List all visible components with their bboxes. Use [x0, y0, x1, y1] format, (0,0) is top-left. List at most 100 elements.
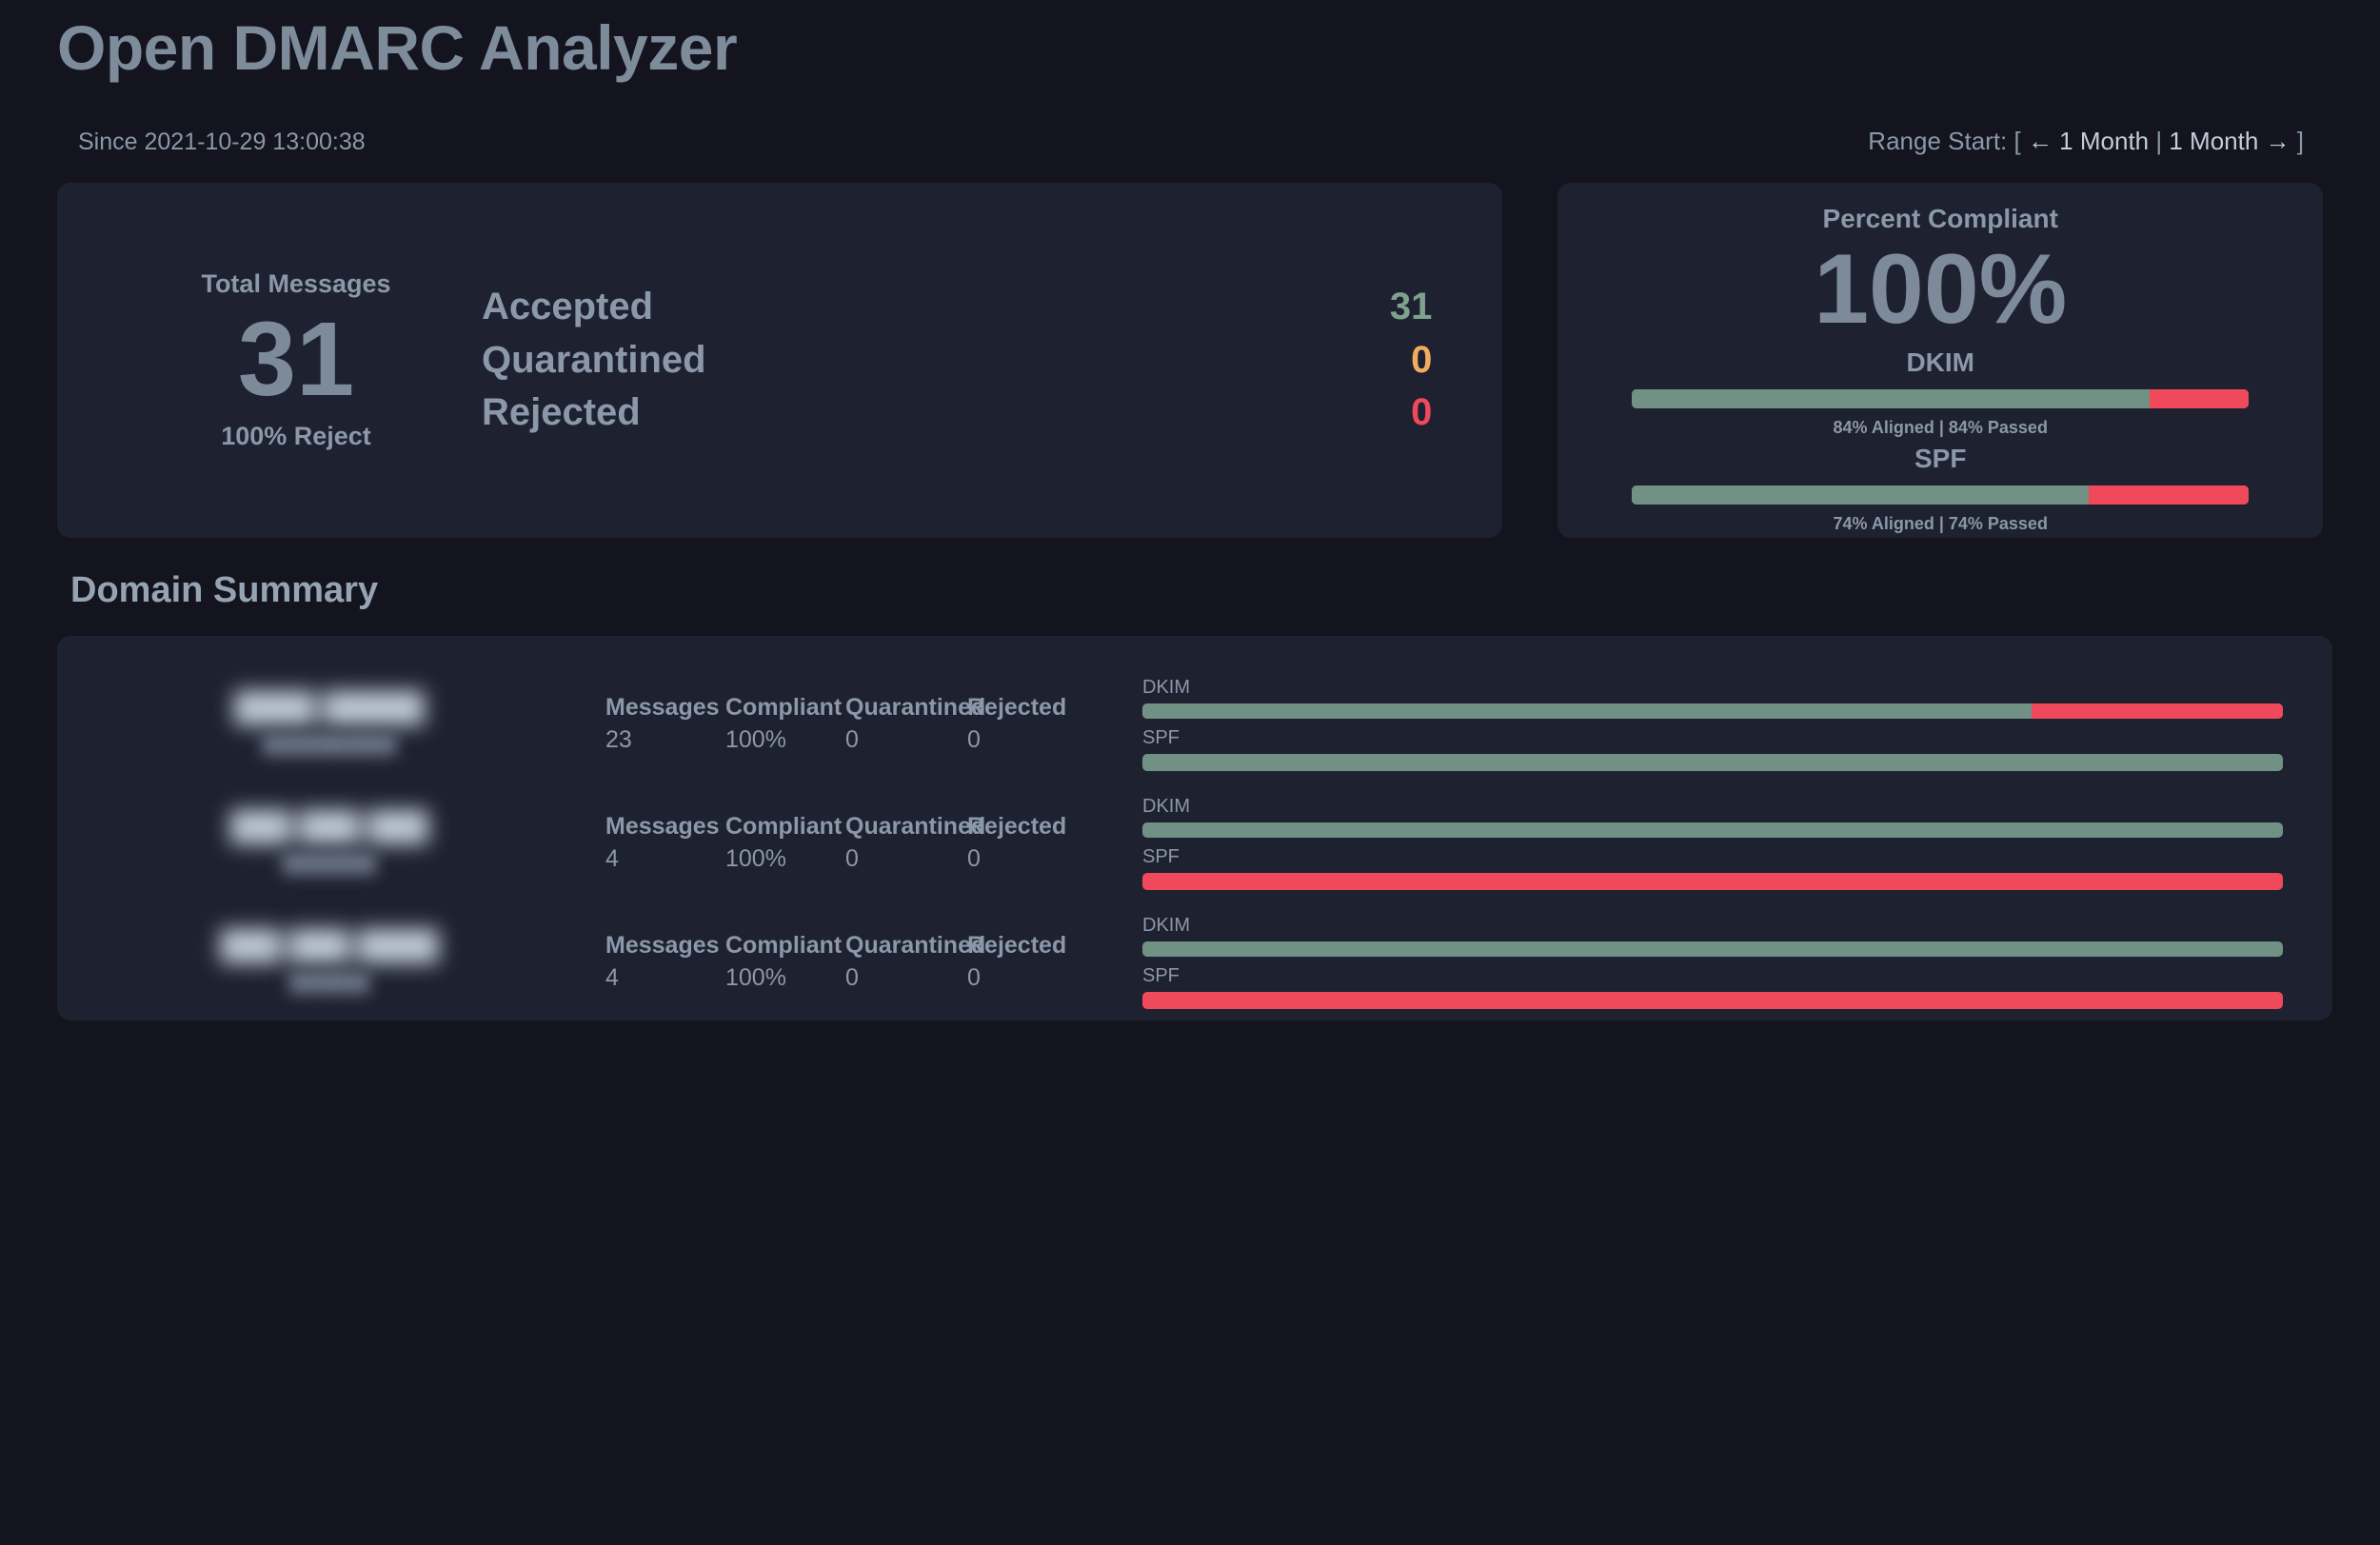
row-spf-pass-segment — [1142, 754, 2283, 772]
disposition-row-quarantined: Quarantined 0 — [482, 334, 1432, 386]
disposition-row-accepted: Accepted 31 — [482, 281, 1432, 333]
row-auth-bars: DKIM SPF — [1142, 914, 2283, 1010]
stat-messages-value: 4 — [605, 963, 619, 991]
stat-messages-value: 4 — [605, 844, 619, 872]
spf-progress-bar — [1632, 485, 2249, 505]
range-start-label: Range Start: [ — [1868, 126, 2021, 155]
dkim-caption: 84% Aligned | 84% Passed — [1833, 417, 2048, 437]
stat-messages: Messages 4 — [605, 932, 725, 992]
stat-compliant-value: 100% — [725, 725, 786, 753]
stat-messages-label: Messages — [605, 812, 720, 840]
row-auth-bars: DKIM SPF — [1142, 676, 2283, 772]
stat-rejected-label: Rejected — [967, 812, 1067, 840]
domain-stats: Messages 23 Compliant 100% Quarantined 0… — [605, 694, 1087, 754]
table-row[interactable]: ███ ███ ███ ███████ Messages 4 Compliant… — [101, 783, 2289, 902]
domain-name-redacted: ████ █████ — [234, 691, 425, 723]
stat-messages-value: 23 — [605, 725, 632, 753]
total-messages-block: Total Messages 31 100% Reject — [139, 269, 453, 451]
row-spf-progress-bar — [1142, 992, 2283, 1010]
row-spf-fail-segment — [1142, 873, 2283, 891]
disposition-table: Accepted 31 Quarantined 0 Rejected 0 — [482, 281, 1432, 439]
top-panels: Total Messages 31 100% Reject Accepted 3… — [57, 182, 2323, 538]
stat-rejected: Rejected 0 — [967, 813, 1087, 873]
stat-quarantined-label: Quarantined — [845, 931, 986, 959]
stat-compliant-value: 100% — [725, 963, 786, 991]
page-title: Open DMARC Analyzer — [57, 12, 738, 83]
range-prev-month-button[interactable]: ← 1 Month — [2027, 126, 2150, 155]
stat-compliant: Compliant 100% — [725, 813, 845, 873]
spf-fail-segment — [2088, 485, 2249, 505]
stat-quarantined-value: 0 — [845, 725, 859, 753]
domain-name-cell: ████ █████ ██████████ — [101, 692, 558, 756]
row-spf-label: SPF — [1142, 846, 1180, 868]
row-spf-progress-bar — [1142, 754, 2283, 772]
spf-caption: 74% Aligned | 74% Passed — [1833, 513, 2048, 533]
dkim-fail-segment — [2150, 388, 2249, 408]
domain-name-redacted: ███ ███ ████ — [220, 929, 439, 961]
meta-row: Since 2021-10-29 13:00:38 Range Start: [… — [57, 127, 2323, 156]
message-summary-panel: Total Messages 31 100% Reject Accepted 3… — [57, 182, 1503, 538]
stat-quarantined: Quarantined 0 — [845, 694, 985, 754]
stat-rejected-label: Rejected — [967, 931, 1067, 959]
rejected-label: Rejected — [482, 390, 641, 433]
row-dkim-label: DKIM — [1142, 915, 1190, 937]
total-messages-label: Total Messages — [201, 268, 391, 298]
percent-compliant-label: Percent Compliant — [1822, 203, 2058, 233]
row-dkim-label: DKIM — [1142, 677, 1190, 699]
stat-messages: Messages 4 — [605, 813, 725, 873]
domain-name-redacted: ███ ███ ███ — [230, 810, 428, 842]
stat-compliant-label: Compliant — [725, 812, 843, 840]
domain-name-cell: ███ ███ ███ ███████ — [101, 811, 558, 875]
range-control: Range Start: [ ← 1 Month | 1 Month → ] — [1868, 127, 2304, 156]
domain-subtext-redacted: ██████ — [288, 971, 370, 993]
stat-rejected-value: 0 — [967, 725, 981, 753]
domain-subtext-redacted: ██████████ — [262, 733, 397, 755]
stat-compliant-label: Compliant — [725, 693, 843, 721]
percent-compliant-panel: Percent Compliant 100% DKIM 84% Aligned … — [1557, 182, 2323, 538]
quarantined-label: Quarantined — [482, 338, 706, 381]
total-messages-value: 31 — [237, 300, 355, 418]
stat-compliant: Compliant 100% — [725, 932, 845, 992]
spf-pass-segment — [1632, 485, 2089, 505]
stat-compliant-value: 100% — [725, 844, 786, 872]
row-dkim-fail-segment — [2032, 703, 2283, 720]
stat-rejected-label: Rejected — [967, 693, 1067, 721]
domain-name-cell: ███ ███ ████ ██████ — [101, 930, 558, 994]
stat-rejected: Rejected 0 — [967, 932, 1087, 992]
policy-label: 100% Reject — [221, 421, 371, 450]
quarantined-value: 0 — [1411, 338, 1433, 381]
stat-compliant: Compliant 100% — [725, 694, 845, 754]
since-timestamp: Since 2021-10-29 13:00:38 — [78, 128, 366, 155]
stat-messages-label: Messages — [605, 693, 720, 721]
stat-rejected: Rejected 0 — [967, 694, 1087, 754]
row-spf-progress-bar — [1142, 873, 2283, 891]
row-dkim-progress-bar — [1142, 822, 2283, 839]
dkim-label: DKIM — [1906, 347, 1974, 377]
stat-rejected-value: 0 — [967, 963, 981, 991]
row-dkim-label: DKIM — [1142, 796, 1190, 818]
domain-stats: Messages 4 Compliant 100% Quarantined 0 … — [605, 813, 1087, 873]
row-spf-label: SPF — [1142, 965, 1180, 987]
table-row[interactable]: ███ ███ ████ ██████ Messages 4 Compliant… — [101, 902, 2289, 1020]
stat-messages-label: Messages — [605, 931, 720, 959]
percent-compliant-value: 100% — [1814, 233, 2068, 345]
spf-label: SPF — [1914, 443, 1967, 473]
stat-quarantined-value: 0 — [845, 963, 859, 991]
row-dkim-pass-segment — [1142, 941, 2283, 958]
table-row[interactable]: ████ █████ ██████████ Messages 23 Compli… — [101, 664, 2289, 783]
stat-quarantined-value: 0 — [845, 844, 859, 872]
stat-messages: Messages 23 — [605, 694, 725, 754]
range-next-month-button[interactable]: 1 Month → — [2169, 126, 2291, 155]
dkim-progress-bar — [1632, 388, 2249, 408]
domain-summary-title: Domain Summary — [70, 569, 379, 610]
stat-quarantined: Quarantined 0 — [845, 931, 986, 992]
range-close-bracket: ] — [2296, 126, 2304, 155]
accepted-value: 31 — [1389, 286, 1433, 328]
stat-rejected-value: 0 — [967, 844, 981, 872]
row-dkim-progress-bar — [1142, 941, 2283, 958]
accepted-label: Accepted — [482, 286, 654, 328]
domain-summary-panel: ████ █████ ██████████ Messages 23 Compli… — [57, 635, 2332, 1020]
row-dkim-progress-bar — [1142, 703, 2283, 720]
row-dkim-pass-segment — [1142, 822, 2283, 839]
